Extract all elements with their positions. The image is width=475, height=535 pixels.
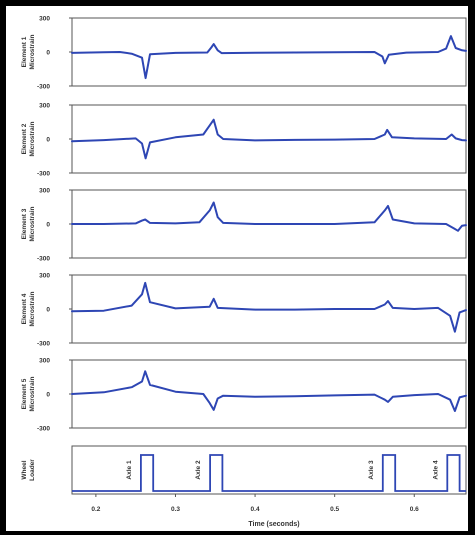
panel-4-ytick-label: 300 <box>39 273 50 280</box>
panel-2-ytick-label: -300 <box>37 171 50 178</box>
x-tick-label: 0.6 <box>410 506 419 513</box>
loader-ylabel-line: Wheel <box>21 460 28 479</box>
panel-2-ytick-label: 300 <box>39 103 50 110</box>
panel-5-strain-line <box>71 370 467 412</box>
panel-5-frame <box>71 359 467 429</box>
panel-2-ylabel-line: Microstrain <box>29 121 36 156</box>
loader-pulse-line <box>72 454 466 492</box>
panel-2-ylabel-line: Element 2 <box>21 123 28 154</box>
panel-3-ylabel: Element 3Microstrain <box>21 206 36 241</box>
axle-label-3: Axle 3 <box>368 460 375 480</box>
panel-4-ylabel-line: Microstrain <box>29 291 36 326</box>
x-tick-label: 0.3 <box>171 506 180 513</box>
panel-5-ylabel: Element 5Microstrain <box>21 376 36 411</box>
panel-1-ylabel-line: Microstrain <box>29 34 36 69</box>
panel-1-ytick-label: 0 <box>46 50 50 57</box>
axle-label-2: Axle 2 <box>195 460 202 480</box>
panel-3: 300 0 -300 Element 3Microstrain <box>21 188 467 263</box>
axle-label-1: Axle 1 <box>126 460 133 480</box>
panel-2-strain-line <box>71 118 467 160</box>
panel-4-ylabel-line: Element 4 <box>21 293 28 324</box>
panel-3-ytick-label: 0 <box>46 222 50 229</box>
panel-2: 300 0 -300 Element 2Microstrain <box>21 103 467 178</box>
panel-5-ytick-label: 300 <box>39 358 50 365</box>
axle-label-4: Axle 4 <box>432 460 439 480</box>
figure-background <box>6 6 468 531</box>
x-tick-label: 0.4 <box>251 506 260 513</box>
panel-1-strain-line <box>71 35 467 80</box>
panel-4: 300 0 -300 Element 4Microstrain <box>21 273 467 348</box>
x-axis-label: Time (seconds) <box>248 521 299 528</box>
x-axis: 0.2 0.3 0.4 0.5 0.6 Time (seconds) <box>91 494 419 528</box>
panel-1-ytick-label: -300 <box>37 84 50 91</box>
panel-1-ylabel: Element 1Microstrain <box>21 34 36 69</box>
panel-1: 300 0 -300 Element 1Microstrain <box>21 16 467 91</box>
panel-5: 300 0 -300 Element 5Microstrain <box>21 358 467 433</box>
loader-ylabel-line: Loader <box>29 459 36 481</box>
loader-frame <box>71 445 467 495</box>
panel-4-ytick-label: 0 <box>46 307 50 314</box>
panel-2-ytick-label: 0 <box>46 137 50 144</box>
panel-5-ylabel-line: Microstrain <box>29 376 36 411</box>
panel-3-strain-line <box>71 201 467 232</box>
loader-ylabel: WheelLoader <box>21 459 36 481</box>
panel-4-ylabel: Element 4Microstrain <box>21 291 36 326</box>
panel-1-ylabel-line: Element 1 <box>21 36 28 67</box>
panel-1-ytick-label: 300 <box>39 16 50 23</box>
panel-4-strain-line <box>71 281 467 333</box>
panel-5-ylabel-line: Element 5 <box>21 378 28 409</box>
panel-3-ytick-label: -300 <box>37 256 50 263</box>
panel-3-ytick-label: 300 <box>39 188 50 195</box>
panel-5-ytick-label: 0 <box>46 392 50 399</box>
panel-2-ylabel: Element 2Microstrain <box>21 121 36 156</box>
x-tick-label: 0.5 <box>330 506 339 513</box>
panel-3-ylabel-line: Element 3 <box>21 208 28 239</box>
panel-3-ylabel-line: Microstrain <box>29 206 36 241</box>
panel-4-ytick-label: -300 <box>37 341 50 348</box>
x-tick-label: 0.2 <box>91 506 100 513</box>
wheel-loader-panel: WheelLoader Axle 1 Axle 2 Axle 3 Axle 4 <box>21 445 467 495</box>
panel-5-ytick-label: -300 <box>37 426 50 433</box>
